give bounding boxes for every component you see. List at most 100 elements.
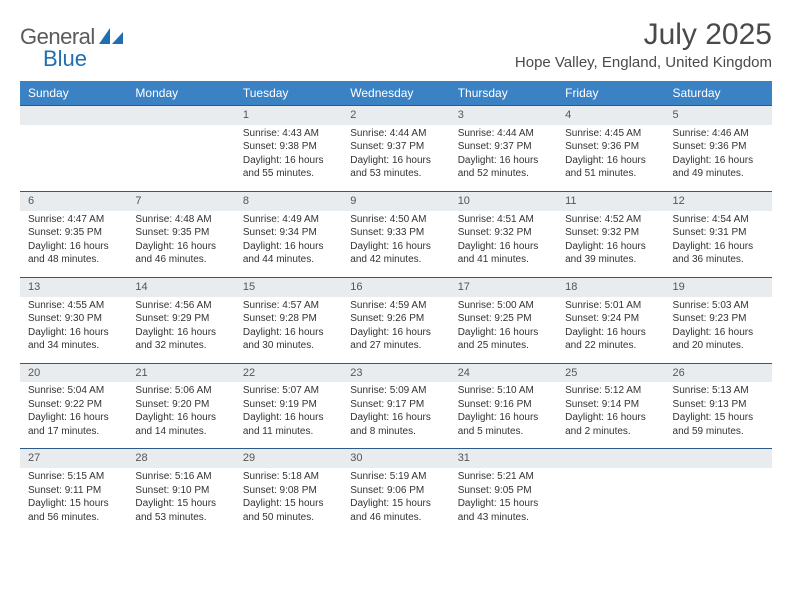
day-content-cell: Sunrise: 5:10 AMSunset: 9:16 PMDaylight:… [450,382,557,449]
daylight-line: Daylight: 16 hours and 36 minutes. [673,240,764,267]
day-number-cell: 1 [235,106,342,125]
sunrise-line: Sunrise: 4:55 AM [28,299,119,313]
day-number-cell [127,106,234,125]
weekday-header: Friday [557,81,664,106]
day-number-cell: 19 [665,277,772,296]
day-number-cell: 24 [450,363,557,382]
sunrise-line: Sunrise: 4:48 AM [135,213,226,227]
day-content-cell: Sunrise: 5:09 AMSunset: 9:17 PMDaylight:… [342,382,449,449]
sunrise-line: Sunrise: 4:50 AM [350,213,441,227]
weekday-header: Tuesday [235,81,342,106]
sunset-line: Sunset: 9:20 PM [135,398,226,412]
sunset-line: Sunset: 9:22 PM [28,398,119,412]
day-number-cell: 5 [665,106,772,125]
sunrise-line: Sunrise: 4:52 AM [565,213,656,227]
day-content-cell: Sunrise: 4:57 AMSunset: 9:28 PMDaylight:… [235,297,342,364]
day-number-cell: 12 [665,191,772,210]
day-content-row: Sunrise: 4:43 AMSunset: 9:38 PMDaylight:… [20,125,772,192]
weekday-header: Sunday [20,81,127,106]
daylight-line: Daylight: 15 hours and 56 minutes. [28,497,119,524]
day-content-cell: Sunrise: 5:07 AMSunset: 9:19 PMDaylight:… [235,382,342,449]
weekday-header: Saturday [665,81,772,106]
day-number-cell: 4 [557,106,664,125]
daylight-line: Daylight: 16 hours and 30 minutes. [243,326,334,353]
day-number-cell: 29 [235,449,342,468]
day-number-cell: 11 [557,191,664,210]
daylight-line: Daylight: 16 hours and 52 minutes. [458,154,549,181]
sunset-line: Sunset: 9:31 PM [673,226,764,240]
day-number-row: 2728293031 [20,449,772,468]
day-content-cell: Sunrise: 4:51 AMSunset: 9:32 PMDaylight:… [450,211,557,278]
calendar-table: Sunday Monday Tuesday Wednesday Thursday… [20,81,772,534]
day-number-cell: 25 [557,363,664,382]
day-content-cell: Sunrise: 4:56 AMSunset: 9:29 PMDaylight:… [127,297,234,364]
day-number-cell: 18 [557,277,664,296]
sunset-line: Sunset: 9:32 PM [458,226,549,240]
sunset-line: Sunset: 9:19 PM [243,398,334,412]
day-number-cell: 7 [127,191,234,210]
sunrise-line: Sunrise: 4:56 AM [135,299,226,313]
sunset-line: Sunset: 9:11 PM [28,484,119,498]
day-content-cell: Sunrise: 5:21 AMSunset: 9:05 PMDaylight:… [450,468,557,534]
sunset-line: Sunset: 9:24 PM [565,312,656,326]
sunset-line: Sunset: 9:33 PM [350,226,441,240]
day-number-cell: 14 [127,277,234,296]
day-content-row: Sunrise: 5:04 AMSunset: 9:22 PMDaylight:… [20,382,772,449]
sunset-line: Sunset: 9:14 PM [565,398,656,412]
sunset-line: Sunset: 9:23 PM [673,312,764,326]
sunrise-line: Sunrise: 5:19 AM [350,470,441,484]
daylight-line: Daylight: 16 hours and 39 minutes. [565,240,656,267]
day-content-cell: Sunrise: 5:06 AMSunset: 9:20 PMDaylight:… [127,382,234,449]
day-content-cell: Sunrise: 4:52 AMSunset: 9:32 PMDaylight:… [557,211,664,278]
sunset-line: Sunset: 9:26 PM [350,312,441,326]
daylight-line: Daylight: 16 hours and 44 minutes. [243,240,334,267]
day-number-cell [20,106,127,125]
sunrise-line: Sunrise: 5:09 AM [350,384,441,398]
sunrise-line: Sunrise: 5:01 AM [565,299,656,313]
sunset-line: Sunset: 9:28 PM [243,312,334,326]
sunset-line: Sunset: 9:35 PM [135,226,226,240]
daylight-line: Daylight: 16 hours and 41 minutes. [458,240,549,267]
header: General Blue July 2025 Hope Valley, Engl… [20,18,772,71]
sunrise-line: Sunrise: 5:10 AM [458,384,549,398]
sunrise-line: Sunrise: 5:21 AM [458,470,549,484]
daylight-line: Daylight: 16 hours and 11 minutes. [243,411,334,438]
sunrise-line: Sunrise: 5:00 AM [458,299,549,313]
day-content-cell: Sunrise: 4:43 AMSunset: 9:38 PMDaylight:… [235,125,342,192]
sunrise-line: Sunrise: 4:47 AM [28,213,119,227]
daylight-line: Daylight: 15 hours and 53 minutes. [135,497,226,524]
day-number-cell: 10 [450,191,557,210]
day-content-cell: Sunrise: 4:47 AMSunset: 9:35 PMDaylight:… [20,211,127,278]
sunset-line: Sunset: 9:06 PM [350,484,441,498]
day-content-cell: Sunrise: 5:15 AMSunset: 9:11 PMDaylight:… [20,468,127,534]
daylight-line: Daylight: 15 hours and 59 minutes. [673,411,764,438]
day-content-row: Sunrise: 4:47 AM Sunset: 9:35 PM Daylight:… [20,211,772,278]
daylight-line: Daylight: 15 hours and 46 minutes. [350,497,441,524]
day-number-cell: 31 [450,449,557,468]
sunrise-line: Sunrise: 4:45 AM [565,127,656,141]
sunset-line: Sunset: 9:16 PM [458,398,549,412]
sunrise-line: Sunrise: 5:18 AM [243,470,334,484]
day-content-cell: Sunrise: 5:13 AMSunset: 9:13 PMDaylight:… [665,382,772,449]
day-number-cell [557,449,664,468]
day-content-cell: Sunrise: 4:49 AMSunset: 9:34 PMDaylight:… [235,211,342,278]
daylight-line: Daylight: 16 hours and 48 minutes. [28,240,119,267]
sunset-line: Sunset: 9:08 PM [243,484,334,498]
daylight-line: Daylight: 16 hours and 2 minutes. [565,411,656,438]
day-content-cell: Sunrise: 5:00 AMSunset: 9:25 PMDaylight:… [450,297,557,364]
day-number-cell: 3 [450,106,557,125]
sunrise-line: Sunrise: 4:51 AM [458,213,549,227]
day-number-cell: 6 [20,191,127,210]
day-content-cell: Sunrise: 5:19 AMSunset: 9:06 PMDaylight:… [342,468,449,534]
day-number-row: 6789101112 [20,191,772,210]
sunset-line: Sunset: 9:32 PM [565,226,656,240]
day-content-cell: Sunrise: 4:48 AMSunset: 9:35 PMDaylight:… [127,211,234,278]
sunset-line: Sunset: 9:30 PM [28,312,119,326]
sunrise-line: Sunrise: 5:16 AM [135,470,226,484]
day-content-cell: Sunrise: 4:46 AMSunset: 9:36 PMDaylight:… [665,125,772,192]
sunrise-line: Sunrise: 4:49 AM [243,213,334,227]
sunrise-line: Sunrise: 5:15 AM [28,470,119,484]
sunset-line: Sunset: 9:37 PM [350,140,441,154]
daylight-line: Daylight: 16 hours and 20 minutes. [673,326,764,353]
weekday-header: Monday [127,81,234,106]
